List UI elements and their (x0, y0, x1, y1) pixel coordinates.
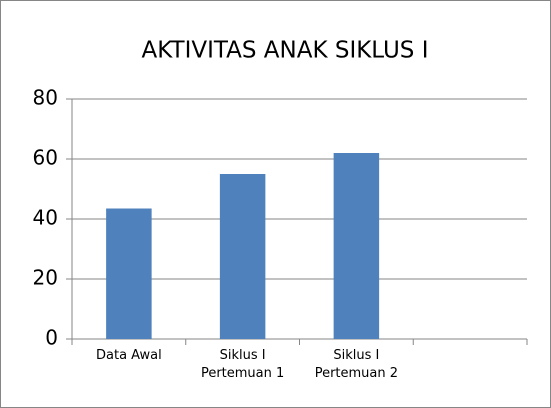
bar (106, 208, 152, 339)
y-tick-label: 20 (33, 266, 58, 290)
y-tick-label: 0 (45, 326, 58, 350)
x-tick-label: Data Awal (96, 348, 162, 363)
x-tick-label: Siklus I Pertemuan 1 (200, 348, 285, 381)
bar (219, 174, 266, 339)
y-tick-label: 80 (33, 86, 58, 110)
bar (333, 153, 380, 339)
chart-title: AKTIVITAS ANAK SIKLUS I (141, 38, 428, 64)
y-tick-label: 40 (33, 206, 58, 230)
y-tick-label: 60 (33, 146, 58, 170)
x-tick-label: Siklus I Pertemuan 2 (314, 348, 399, 381)
